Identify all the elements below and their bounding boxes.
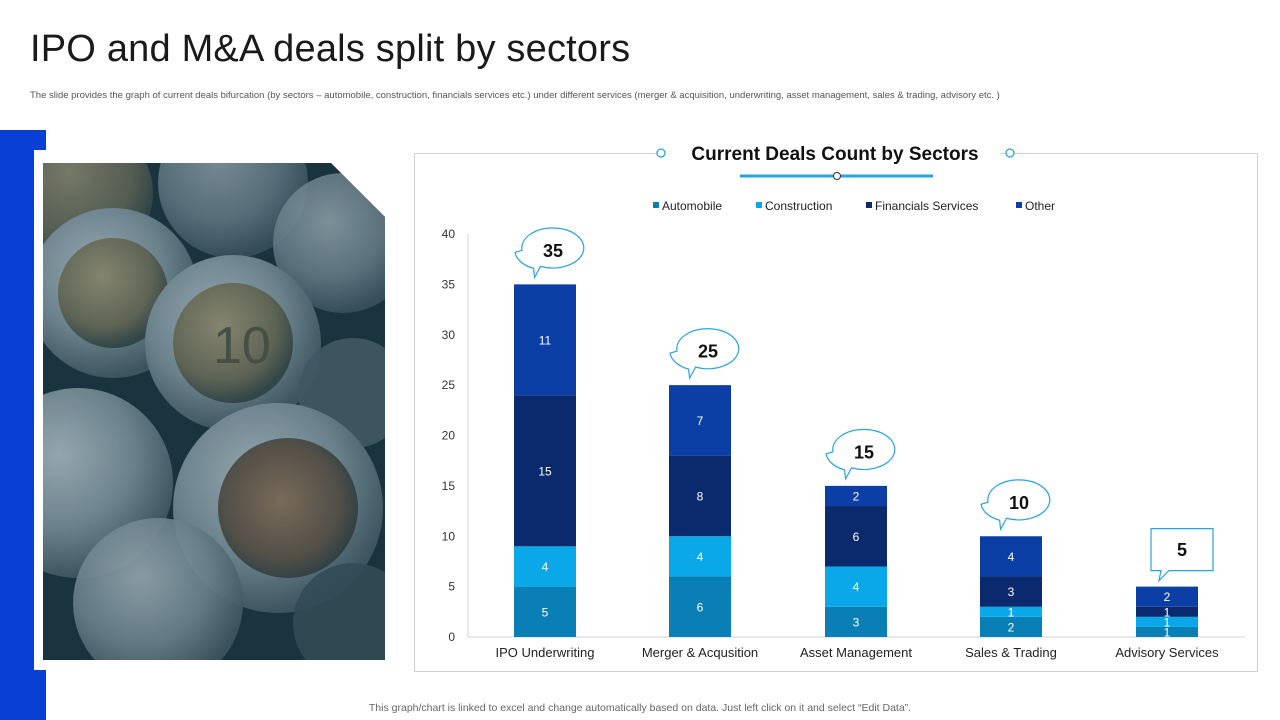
bar-segment-construction[interactable] — [514, 546, 576, 587]
bar-value-label: 1 — [1164, 625, 1171, 639]
bar-value-label: 3 — [853, 615, 860, 629]
bar-segment-financials-services[interactable] — [669, 455, 731, 537]
x-tick-label: Merger & Acqusition — [642, 645, 758, 660]
callout-total: 35 — [543, 241, 563, 261]
title-left-dot — [656, 148, 666, 158]
legend-label-other: Other — [1025, 199, 1055, 213]
callout-shape — [980, 479, 1051, 532]
y-axis: 0 5 10 15 20 25 30 35 40 — [442, 227, 469, 644]
legend-swatch-construction — [756, 202, 762, 208]
page-subtitle: The slide provides the graph of current … — [30, 90, 1000, 101]
bar-segment-financials-services[interactable] — [980, 576, 1042, 607]
bar-value-label: 1 — [1008, 605, 1015, 619]
bar-segment-construction[interactable] — [825, 566, 887, 607]
legend: Automobile Construction Financials Servi… — [653, 199, 1055, 213]
bar-value-label: 2 — [1164, 590, 1171, 604]
total-callout: 10 — [980, 479, 1051, 532]
bar-segment-construction[interactable] — [980, 606, 1042, 617]
legend-swatch-other — [1016, 202, 1022, 208]
chart-title: Current Deals Count by Sectors — [691, 144, 978, 165]
y-tick-label: 10 — [442, 529, 456, 543]
bar-value-label: 4 — [542, 560, 549, 574]
bar-segment-other[interactable] — [825, 485, 887, 507]
bar-value-label: 4 — [697, 550, 704, 564]
x-tick-label: Advisory Services — [1115, 645, 1219, 660]
total-callout: 15 — [825, 428, 896, 481]
bar-value-label: 1 — [1164, 615, 1171, 629]
y-tick-label: 40 — [442, 227, 456, 241]
bar-segment-automobile[interactable] — [669, 576, 731, 637]
bar-segment-financials-services[interactable] — [1136, 606, 1198, 617]
legend-label-construction: Construction — [765, 199, 832, 213]
bar-value-label: 7 — [697, 414, 704, 428]
total-callout: 35 — [514, 227, 585, 280]
bar-value-label: 2 — [853, 489, 860, 503]
bar-value-label: 11 — [539, 333, 552, 347]
title-right-dot — [1005, 148, 1015, 158]
svg-text:10: 10 — [213, 317, 271, 375]
bar-segment-other[interactable] — [669, 385, 731, 456]
total-callout: 25 — [669, 328, 740, 381]
y-tick-label: 25 — [442, 378, 456, 392]
bar-value-label: 4 — [1008, 550, 1015, 564]
coins-photo: 10 — [43, 163, 385, 660]
y-tick-label: 15 — [442, 479, 456, 493]
bar-value-label: 5 — [542, 605, 549, 619]
bar-value-label: 8 — [697, 489, 704, 503]
bar-segment-other[interactable] — [514, 284, 576, 396]
bar-segment-financials-services[interactable] — [514, 395, 576, 547]
callout-total: 10 — [1009, 493, 1029, 513]
bar-value-label: 15 — [538, 464, 552, 478]
legend-label-financials: Financials Services — [875, 199, 978, 213]
page-title: IPO and M&A deals split by sectors — [30, 28, 631, 70]
total-callout: 5 — [1150, 528, 1214, 583]
bar-value-label: 1 — [1164, 605, 1171, 619]
bar-value-label: 2 — [1008, 620, 1015, 634]
bar-segment-other[interactable] — [1136, 586, 1198, 607]
legend-label-automobile: Automobile — [662, 199, 722, 213]
callout-shape — [669, 328, 740, 381]
legend-swatch-automobile — [653, 202, 659, 208]
bar-segment-automobile[interactable] — [1136, 626, 1198, 637]
y-tick-label: 30 — [442, 328, 456, 342]
footnote: This graph/chart is linked to excel and … — [368, 702, 912, 714]
callout-shape — [1150, 528, 1214, 583]
bar-segment-automobile[interactable] — [980, 616, 1042, 637]
title-underline-dot — [833, 172, 841, 180]
callout-shape — [514, 227, 585, 280]
bar-value-label: 4 — [853, 580, 860, 594]
bar-value-label: 3 — [1008, 585, 1015, 599]
y-tick-label: 0 — [448, 630, 455, 644]
bar-value-label: 6 — [853, 530, 860, 544]
y-tick-label: 20 — [442, 429, 456, 443]
x-tick-label: Sales & Trading — [965, 645, 1057, 660]
bar-segment-automobile[interactable] — [825, 606, 887, 637]
total-callouts: 35 25 15 10 5 — [514, 227, 1214, 583]
callout-total: 5 — [1177, 540, 1187, 560]
callout-total: 15 — [854, 442, 874, 462]
bar-segment-automobile[interactable] — [514, 586, 576, 637]
bar-segment-construction[interactable] — [669, 536, 731, 577]
bar-segment-construction[interactable] — [1136, 616, 1198, 627]
x-tick-label: Asset Management — [800, 645, 912, 660]
callout-total: 25 — [698, 342, 718, 362]
bar-value-label: 6 — [697, 600, 704, 614]
y-tick-label: 5 — [448, 580, 455, 594]
bar-segment-other[interactable] — [980, 536, 1042, 577]
x-axis: IPO Underwriting Merger & Acqusition Asset… — [496, 645, 1220, 660]
callout-shape — [825, 428, 896, 481]
legend-swatch-financials — [866, 202, 872, 208]
bar-segment-financials-services[interactable] — [825, 506, 887, 567]
y-tick-label: 35 — [442, 277, 456, 291]
x-tick-label: IPO Underwriting — [496, 645, 595, 660]
